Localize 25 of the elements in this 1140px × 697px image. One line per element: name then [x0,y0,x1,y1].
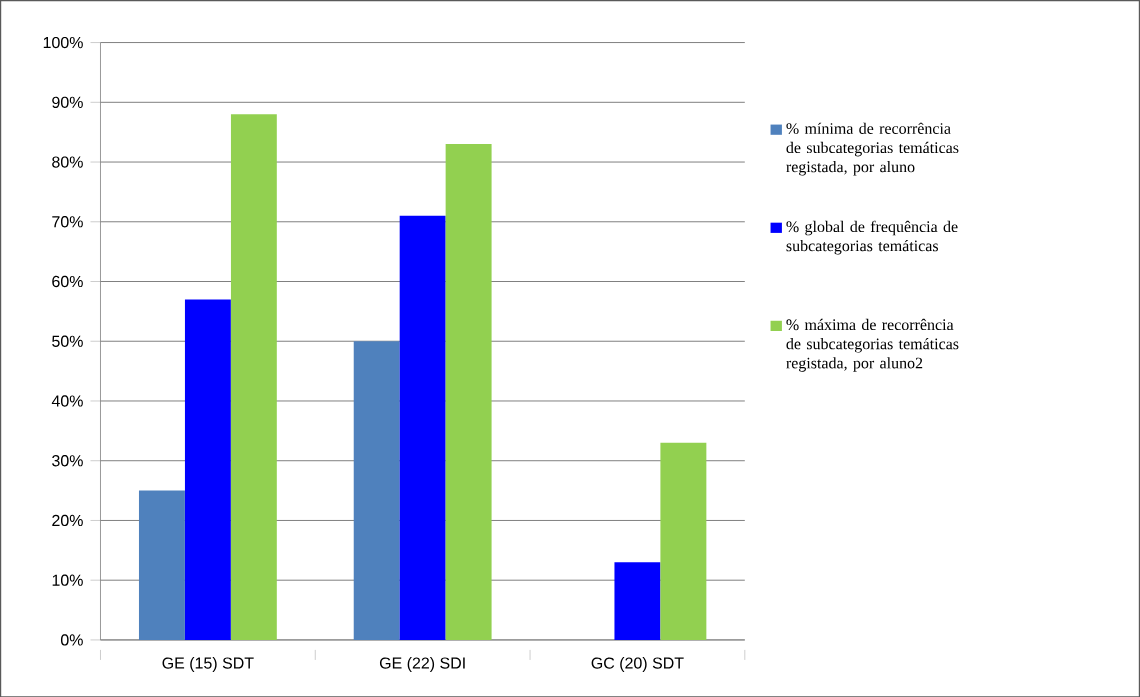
bar [614,562,661,640]
legend-label: % máxima de recorrência de subcategorias temáticas registada, por aluno2 [786,318,959,372]
y-tick-label: 90% [52,96,83,108]
y-tick-label: 80% [52,156,83,168]
y-tick-label: 100% [43,36,83,48]
x-tick-label: GE (15) SDT [162,656,254,672]
y-tick-label: 50% [52,335,83,347]
x-tick-label: GC (20) SDT [591,656,684,672]
y-tick-label: 10% [52,574,83,586]
bar [445,143,492,640]
legend-label: % global de frequência de subcategorias temáticas [786,220,958,255]
y-tick-label: 60% [52,275,83,287]
x-tick-label: GE (22) SDI [379,656,465,672]
bar [230,114,277,640]
y-tick-label: 0% [60,634,83,646]
y-tick-label: 20% [52,514,83,526]
bar [184,299,231,640]
bar [399,215,446,640]
legend-label: % mínima de recorrência de subcategorias temáticas registada, por aluno [786,122,959,176]
bar [353,341,400,640]
bar [138,490,185,640]
y-tick-label: 40% [51,395,83,407]
y-tick-label: 30% [52,454,83,467]
y-tick-label: 70% [52,215,83,228]
bar [660,442,707,640]
